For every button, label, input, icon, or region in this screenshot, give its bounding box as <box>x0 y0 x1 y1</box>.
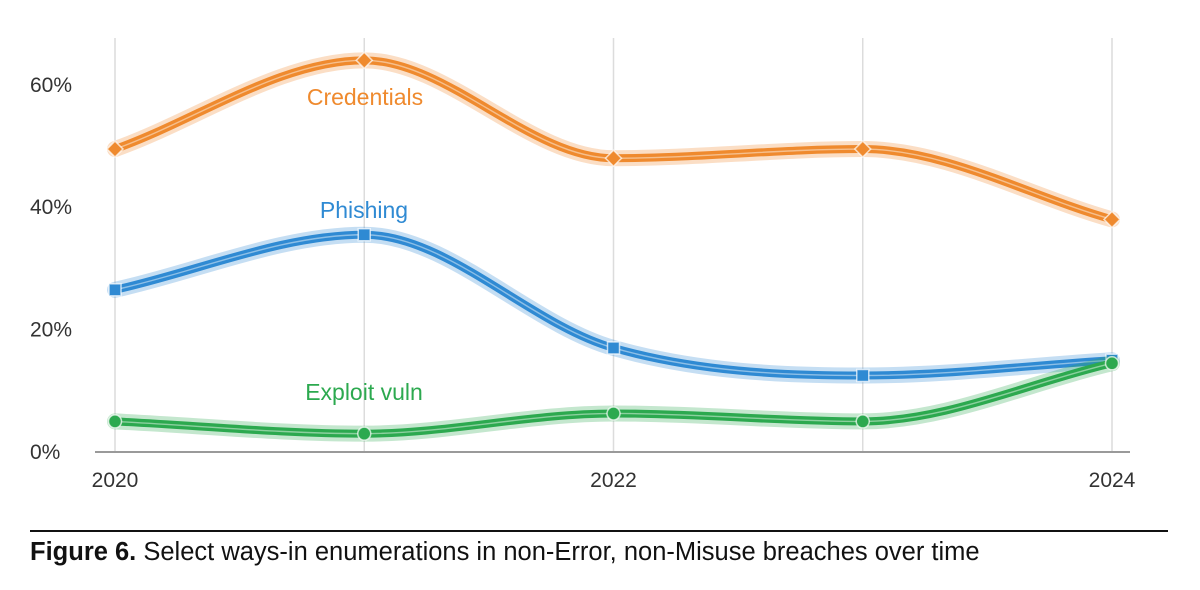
x-axis-tick-labels: 2020 2022 2024 <box>92 469 1136 492</box>
series-highlight <box>114 234 1113 377</box>
data-point <box>604 149 623 168</box>
data-point <box>853 139 872 159</box>
vertical-gridlines <box>114 38 1113 452</box>
y-tick-label: 60% <box>30 74 72 97</box>
y-axis-tick-labels: 0% 20% 40% 60% <box>30 74 72 464</box>
series-label-credentials: Credentials <box>307 84 423 110</box>
line-chart: 0% 20% 40% 60% 2020 2022 2024 Credentials Phis… <box>30 38 1136 492</box>
data-point <box>357 426 372 441</box>
series-lines <box>105 51 1122 442</box>
y-tick-label: 0% <box>30 441 60 464</box>
y-tick-label: 20% <box>30 319 72 342</box>
data-point <box>105 139 125 159</box>
series-line <box>111 230 1116 380</box>
data-point <box>357 227 371 242</box>
data-point <box>856 368 870 383</box>
data-point <box>108 283 122 297</box>
data-point <box>1104 356 1120 371</box>
series-label-phishing: Phishing <box>320 197 408 223</box>
series-credentials <box>105 51 1122 229</box>
x-tick-label: 2020 <box>92 469 139 492</box>
data-point <box>107 414 123 429</box>
x-tick-label: 2022 <box>590 469 637 492</box>
data-point <box>355 51 374 70</box>
caption-lead: Figure 6. <box>30 538 137 566</box>
data-point <box>855 414 870 429</box>
data-point <box>606 406 621 421</box>
y-tick-label: 40% <box>30 196 72 219</box>
caption-text: Select ways-in enumerations in non-Error… <box>136 538 980 566</box>
caption-divider <box>30 530 1168 532</box>
data-point <box>606 341 621 355</box>
figure-caption: Figure 6. Select ways-in enumerations in… <box>30 538 980 567</box>
data-point <box>1102 210 1122 229</box>
series-label-exploit-vuln: Exploit vuln <box>305 379 423 405</box>
series-exploit-vuln <box>107 355 1120 442</box>
x-tick-label: 2024 <box>1089 469 1136 492</box>
series-labels: Credentials Phishing Exploit vuln <box>305 84 423 405</box>
